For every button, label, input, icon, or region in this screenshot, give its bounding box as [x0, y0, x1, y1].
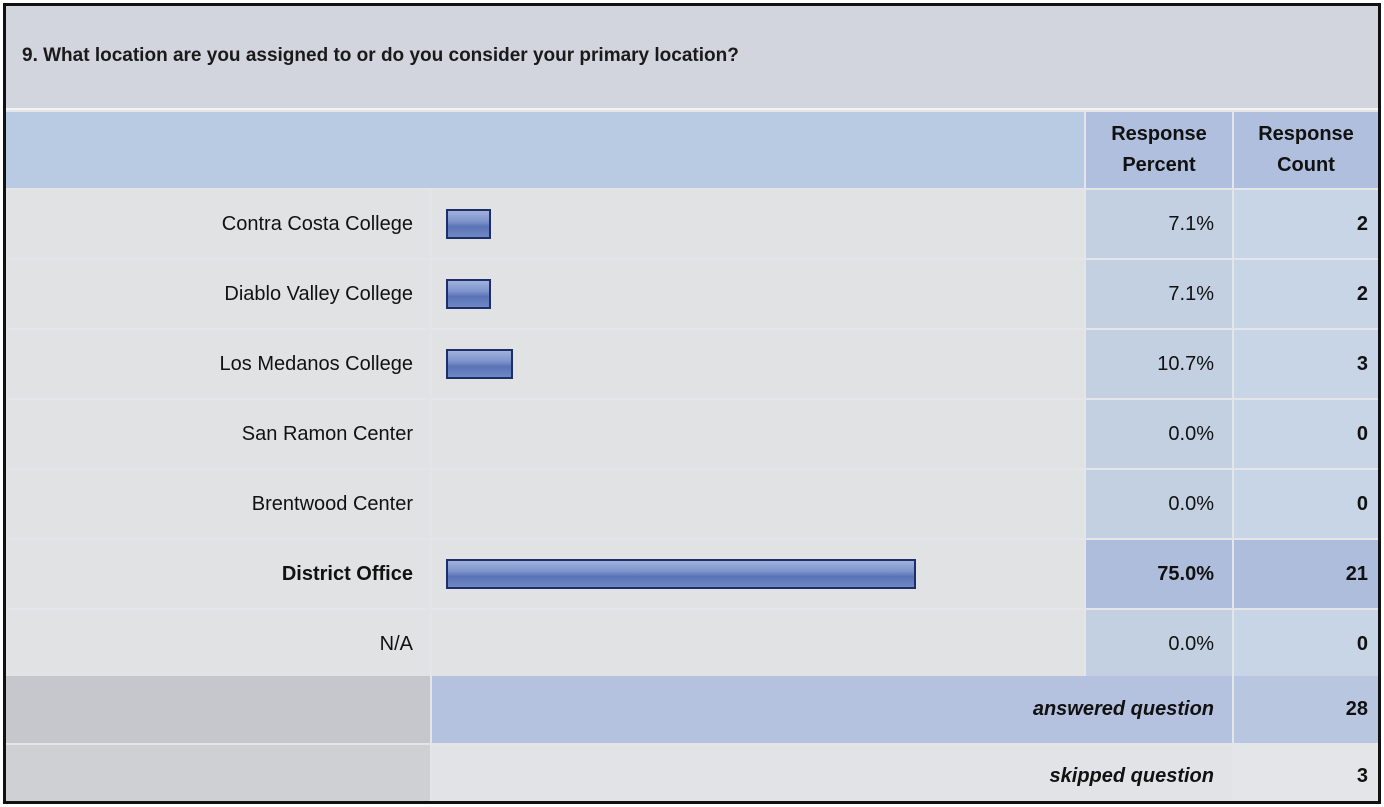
answer-bar-cell [432, 610, 1084, 678]
response-percent: 0.0% [1086, 470, 1232, 538]
response-percent-header: Response Percent [1086, 112, 1232, 188]
response-percent: 0.0% [1086, 610, 1232, 678]
answer-bar [446, 209, 491, 239]
response-count: 0 [1234, 470, 1378, 538]
answer-bar-cell [432, 470, 1084, 538]
answer-label: District Office [6, 540, 430, 608]
question-title: 9. What location are you assigned to or … [22, 45, 739, 66]
question-header: 9. What location are you assigned to or … [6, 6, 1378, 110]
response-count: 0 [1234, 400, 1378, 468]
response-percent: 7.1% [1086, 190, 1232, 258]
skipped-question-count: 3 [1234, 745, 1378, 801]
answer-label: Diablo Valley College [6, 260, 430, 328]
answer-bar-cell [432, 540, 1084, 608]
answer-bar [446, 349, 513, 379]
answer-label: Los Medanos College [6, 330, 430, 398]
header-blank [6, 112, 1084, 188]
response-count: 2 [1234, 260, 1378, 328]
response-count-header-line2: Count [1277, 154, 1335, 176]
survey-question-panel: 9. What location are you assigned to or … [3, 3, 1381, 804]
response-percent-header-line1: Response [1111, 123, 1207, 145]
skipped-blank [6, 745, 430, 801]
answer-label: San Ramon Center [6, 400, 430, 468]
response-percent: 10.7% [1086, 330, 1232, 398]
answer-bar-cell [432, 260, 1084, 328]
response-count-header-line1: Response [1258, 123, 1354, 145]
answer-bar-cell [432, 190, 1084, 258]
answered-question-label: answered question [432, 676, 1232, 743]
answer-bar [446, 559, 916, 589]
response-percent: 7.1% [1086, 260, 1232, 328]
response-percent: 0.0% [1086, 400, 1232, 468]
response-count: 21 [1234, 540, 1378, 608]
response-count: 2 [1234, 190, 1378, 258]
answer-label: Contra Costa College [6, 190, 430, 258]
answered-question-count: 28 [1234, 676, 1378, 743]
skipped-question-label: skipped question [432, 745, 1232, 801]
answered-blank [6, 676, 430, 743]
response-count-header: Response Count [1234, 112, 1378, 188]
response-count: 3 [1234, 330, 1378, 398]
response-percent-header-line2: Percent [1122, 154, 1196, 176]
answer-bar [446, 279, 491, 309]
answer-label: Brentwood Center [6, 470, 430, 538]
response-percent: 75.0% [1086, 540, 1232, 608]
answer-label: N/A [6, 610, 430, 678]
answer-bar-cell [432, 400, 1084, 468]
response-count: 0 [1234, 610, 1378, 678]
answer-bar-cell [432, 330, 1084, 398]
